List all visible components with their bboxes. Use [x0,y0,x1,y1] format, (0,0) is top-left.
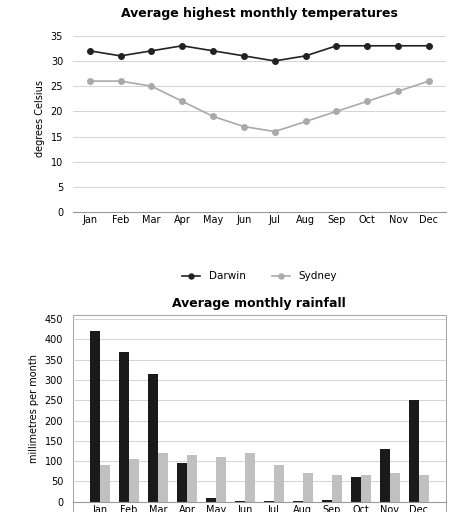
Darwin [87,48,92,54]
Darwin [426,42,432,49]
Sydney [241,123,247,130]
Bar [274,465,284,502]
Bar [351,477,361,502]
Darwin [241,53,247,59]
Bar [206,498,216,502]
Y-axis label: millimetres per month: millimetres per month [29,354,39,463]
Darwin [118,53,123,59]
Darwin [210,48,216,54]
Darwin [334,42,339,49]
Bar [419,475,429,502]
Sydney [395,88,401,94]
Bar [390,474,400,502]
Sydney [87,78,92,84]
Title: Average monthly rainfall: Average monthly rainfall [172,296,346,310]
Sydney [180,98,185,104]
Bar [245,453,255,502]
Bar [100,465,110,502]
Darwin [149,48,154,54]
Sydney [364,98,370,104]
Sydney [303,118,308,124]
Darwin [395,42,401,49]
Darwin [364,42,370,49]
Bar [158,453,168,502]
Bar [361,475,371,502]
Bar [90,331,100,502]
Line: Darwin: Darwin [87,43,432,63]
Bar [379,449,390,502]
Darwin [180,42,185,49]
Bar [293,501,303,502]
Sydney [334,109,339,115]
Bar [119,352,129,502]
Bar [332,475,342,502]
Sydney [426,78,432,84]
Sydney [272,129,278,135]
Bar [129,459,139,502]
Bar [216,457,226,502]
Sydney [118,78,123,84]
Bar [187,455,197,502]
Sydney [149,83,154,89]
Title: Average highest monthly temperatures: Average highest monthly temperatures [121,7,398,20]
Bar [409,400,419,502]
Bar [322,500,332,502]
Darwin [272,58,278,64]
Bar [303,474,313,502]
Darwin [303,53,308,59]
Bar [235,501,245,502]
Sydney [210,113,216,119]
Line: Sydney: Sydney [87,78,432,134]
Legend: Darwin, Sydney: Darwin, Sydney [177,267,341,286]
Bar [177,463,187,502]
Bar [148,374,158,502]
Y-axis label: degrees Celsius: degrees Celsius [35,80,45,158]
Bar [264,501,274,502]
